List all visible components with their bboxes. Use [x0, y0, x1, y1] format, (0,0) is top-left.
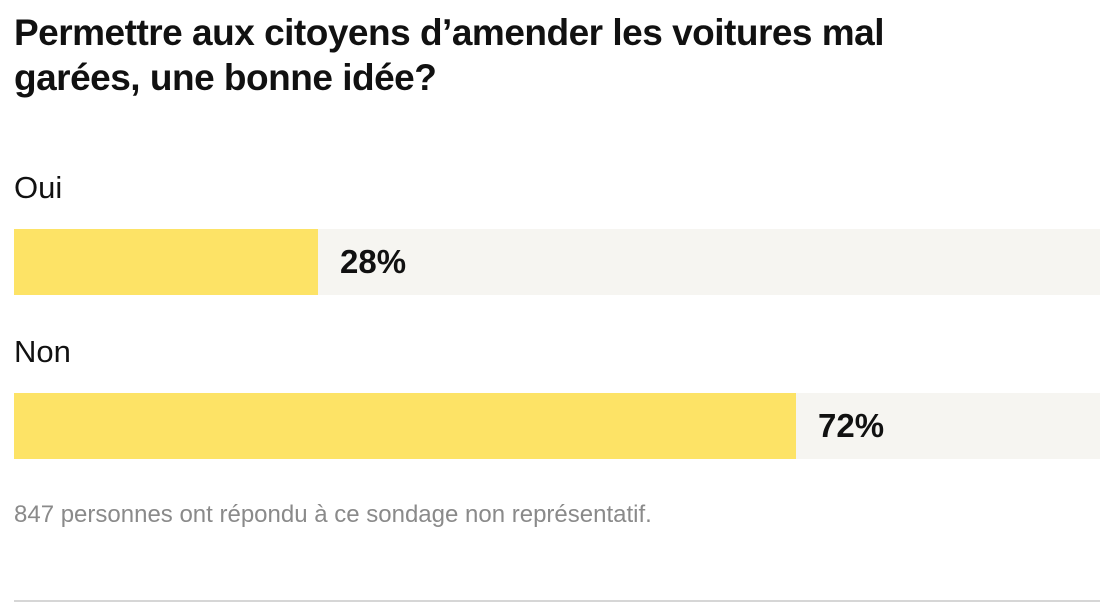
bar-oui: [14, 229, 318, 295]
bar-track: 28%: [14, 229, 1100, 295]
footnote: 847 personnes ont répondu à ce sondage n…: [14, 501, 652, 528]
chart-title: Permettre aux citoyens d’amender les voi…: [14, 12, 885, 98]
bar-non: [14, 393, 796, 459]
bar-value-label: 28%: [340, 243, 407, 280]
divider: [14, 600, 1100, 602]
option-label: Non: [14, 334, 71, 369]
bar-value-label: 72%: [818, 407, 885, 444]
option-label: Oui: [14, 170, 63, 205]
bar-track: 72%: [14, 393, 1100, 459]
